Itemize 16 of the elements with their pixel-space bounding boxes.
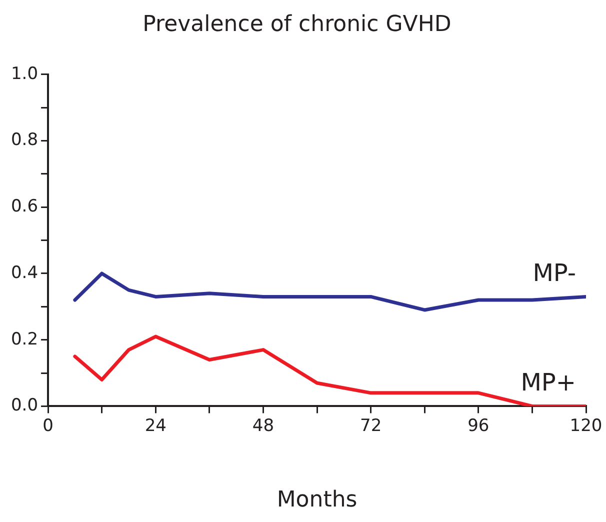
x-tick-label: 96 (468, 416, 490, 436)
x-axis-title: Months (276, 488, 358, 513)
series-label: MP- (532, 258, 576, 287)
chart-title: Prevalence of chronic GVHD (142, 12, 452, 37)
x-tick-label: 72 (360, 416, 382, 436)
y-tick-label: 1.0 (10, 64, 38, 84)
y-tick-label: 0.0 (10, 396, 38, 416)
y-tick-label: 0.4 (10, 262, 38, 283)
y-tick-label: 0.6 (10, 196, 38, 217)
y-tick-label: 0.2 (10, 329, 38, 350)
x-tick-label: 120 (570, 416, 602, 436)
series-label: MP+ (520, 368, 576, 396)
x-tick-label: 48 (252, 416, 274, 436)
x-tick-label: 24 (144, 416, 166, 436)
y-tick-label: 0.8 (10, 130, 38, 150)
x-tick-label: 0 (42, 416, 54, 436)
